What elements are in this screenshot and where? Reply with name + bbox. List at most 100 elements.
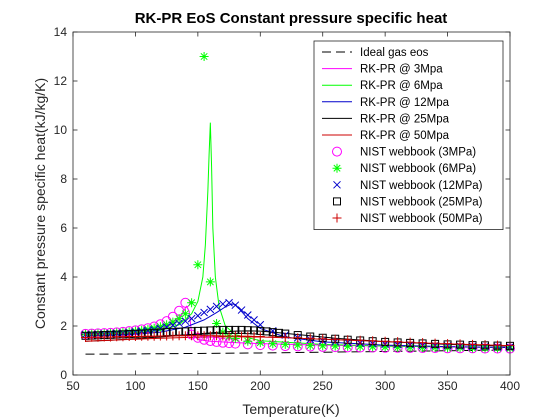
data-point-nist-webbook-50mpa [468, 339, 478, 349]
y-tick-label: 0 [60, 368, 67, 382]
data-point-nist-webbook-6mpa [255, 338, 265, 348]
data-point-nist-webbook-12mpa [169, 321, 177, 330]
data-point-nist-webbook-6mpa [355, 342, 365, 352]
data-point-nist-webbook-12mpa [231, 301, 240, 310]
y-tick-label: 2 [60, 319, 67, 333]
legend-label-nist-webbook-6mpa: NIST webbook (6MPa) [360, 163, 476, 175]
data-point-nist-webbook-6mpa [330, 341, 340, 351]
data-point-nist-webbook-6mpa [199, 52, 209, 61]
data-point-nist-webbook-50mpa [343, 335, 353, 345]
legend-swatch-nist-webbook-6mpa [332, 163, 342, 173]
legend-label-rk-pr-12mpa: RK-PR @ 12Mpa [360, 97, 450, 109]
legend-label-rk-pr-6mpa: RK-PR @ 6Mpa [360, 80, 443, 92]
data-point-nist-webbook-6mpa [418, 343, 428, 353]
data-point-nist-webbook-6mpa [243, 336, 253, 346]
legend-swatch-nist-webbook-3mpa [332, 146, 342, 157]
data-point-nist-webbook-12mpa [200, 308, 208, 317]
data-point-nist-webbook-6mpa [168, 317, 178, 327]
data-point-nist-webbook-6mpa [305, 341, 315, 351]
data-point-nist-webbook-12mpa [194, 311, 202, 320]
data-point-nist-webbook-50mpa [455, 339, 465, 349]
data-point-nist-webbook-50mpa [355, 335, 365, 345]
data-point-nist-webbook-6mpa [180, 309, 190, 319]
data-point-nist-webbook-6mpa [193, 260, 203, 270]
x-tick-label: 350 [438, 379, 458, 393]
legend-swatch-nist-webbook-12mpa [333, 180, 341, 189]
legend-label-nist-webbook-12mpa: NIST webbook (12MPa) [360, 180, 483, 192]
data-point-nist-webbook-12mpa [237, 306, 246, 314]
legend-label-nist-webbook-3mpa: NIST webbook (3MPa) [360, 147, 476, 159]
x-tick-label: 50 [66, 379, 80, 393]
legend-swatch-nist-webbook-25mpa [333, 197, 341, 206]
data-point-nist-webbook-50mpa [268, 332, 278, 342]
data-point-nist-webbook-50mpa [380, 336, 390, 346]
legend-label-rk-pr-3mpa: RK-PR @ 3Mpa [360, 64, 443, 76]
series-line-rk-pr-6mpa [85, 122, 511, 349]
data-point-nist-webbook-6mpa [155, 322, 165, 332]
y-axis-label: Constant pressure specific heat(kJ/kg/K) [32, 78, 48, 329]
plot-content [80, 52, 515, 355]
y-tick-label: 6 [60, 221, 67, 235]
data-point-nist-webbook-50mpa [393, 337, 403, 347]
series-markers-nist-webbook-50mpa [80, 331, 515, 350]
x-tick-label: 100 [125, 379, 145, 393]
data-point-nist-webbook-50mpa [255, 332, 265, 342]
data-point-nist-webbook-50mpa [443, 339, 453, 349]
x-tick-label: 150 [188, 379, 208, 393]
data-point-nist-webbook-12mpa [181, 317, 190, 325]
y-tick-label: 10 [54, 123, 68, 137]
data-point-nist-webbook-50mpa [480, 340, 490, 350]
y-tick-label: 8 [60, 172, 67, 186]
data-point-nist-webbook-6mpa [393, 342, 403, 352]
y-tick-label: 4 [60, 270, 67, 284]
data-point-nist-webbook-12mpa [250, 316, 258, 324]
data-point-nist-webbook-6mpa [149, 323, 159, 333]
data-point-nist-webbook-6mpa [187, 298, 197, 308]
data-point-nist-webbook-25mpa [275, 328, 284, 337]
x-tick-label: 250 [313, 379, 333, 393]
data-point-nist-webbook-50mpa [305, 333, 315, 343]
axes-box [72, 31, 511, 376]
data-point-nist-webbook-12mpa [212, 302, 221, 311]
data-point-nist-webbook-12mpa [225, 298, 233, 307]
legend-label-nist-webbook-25mpa: NIST webbook (25MPa) [360, 196, 483, 208]
data-point-nist-webbook-12mpa [218, 300, 227, 308]
legend: Ideal gas eos RK-PR @ 3Mpa RK-PR @ 6Mpa RK-… [313, 40, 504, 231]
data-point-nist-webbook-6mpa [212, 319, 222, 329]
data-point-nist-webbook-6mpa [405, 342, 415, 352]
data-point-nist-webbook-12mpa [175, 319, 183, 328]
y-tick-label: 14 [54, 25, 68, 39]
data-point-nist-webbook-6mpa [293, 340, 303, 350]
data-point-nist-webbook-12mpa [206, 305, 215, 314]
data-point-nist-webbook-12mpa [187, 314, 196, 323]
data-point-nist-webbook-6mpa [205, 277, 215, 287]
y-tick-label: 12 [54, 74, 68, 88]
chart-title: RK-PR EoS Constant pressure specific hea… [135, 10, 448, 27]
series-line-ideal-gas-eos [85, 349, 511, 355]
legend-swatch-nist-webbook-50mpa [332, 213, 342, 223]
data-point-nist-webbook-6mpa [368, 342, 378, 352]
data-point-nist-webbook-6mpa [174, 314, 184, 324]
data-point-nist-webbook-12mpa [243, 311, 252, 319]
legend-label-rk-pr-50mpa: RK-PR @ 50Mpa [360, 130, 450, 142]
data-point-nist-webbook-50mpa [280, 332, 290, 342]
data-point-nist-webbook-6mpa [162, 320, 172, 330]
data-point-nist-webbook-6mpa [268, 339, 278, 349]
x-tick-label: 300 [375, 379, 395, 393]
data-point-nist-webbook-25mpa [262, 327, 271, 336]
x-tick-label: 400 [500, 379, 520, 393]
data-point-nist-webbook-50mpa [293, 333, 303, 343]
data-point-nist-webbook-50mpa [318, 334, 328, 344]
legend-label-ideal-gas-eos: Ideal gas eos [360, 47, 429, 59]
data-point-nist-webbook-6mpa [343, 341, 353, 351]
data-point-nist-webbook-6mpa [380, 342, 390, 352]
legend-label-nist-webbook-50mpa: NIST webbook (50MPa) [360, 213, 483, 225]
data-point-nist-webbook-6mpa [124, 327, 134, 337]
data-point-nist-webbook-50mpa [430, 338, 440, 348]
legend-label-rk-pr-25mpa: RK-PR @ 25Mpa [360, 113, 450, 125]
x-tick-label: 200 [250, 379, 270, 393]
data-point-nist-webbook-6mpa [130, 326, 140, 336]
data-point-nist-webbook-50mpa [330, 334, 340, 344]
data-point-nist-webbook-50mpa [493, 340, 503, 350]
